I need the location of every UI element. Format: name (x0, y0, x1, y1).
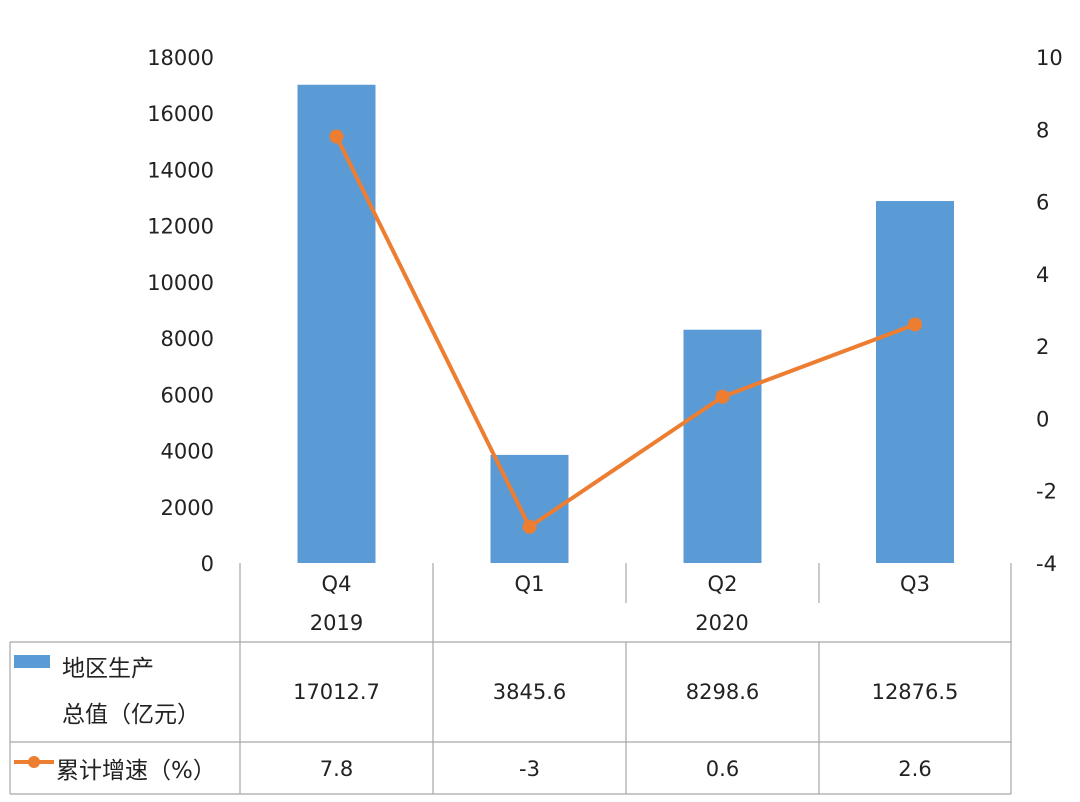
line-value-cell: 0.6 (706, 757, 739, 781)
right-axis-tick-label: 4 (1036, 263, 1049, 287)
left-axis-tick-label: 10000 (147, 271, 214, 295)
group-label: 2019 (310, 611, 363, 635)
left-axis-tick-label: 0 (201, 552, 214, 576)
right-axis-tick-label: 2 (1036, 335, 1049, 359)
left-axis-tick-label: 4000 (161, 440, 214, 464)
category-label: Q1 (515, 572, 545, 596)
line-point (522, 519, 537, 534)
line-series (329, 129, 922, 534)
right-axis-tick-label: 10 (1036, 46, 1063, 70)
category-label: Q3 (900, 572, 930, 596)
category-label: Q2 (708, 572, 738, 596)
right-axis-tick-label: 0 (1036, 407, 1049, 431)
left-axis-tick-label: 14000 (147, 158, 214, 182)
line-point (329, 129, 344, 144)
line-value-cell: -3 (519, 757, 540, 781)
line-point (715, 389, 730, 404)
line-legend-marker (28, 756, 40, 768)
left-axis-ticks: 0 2000 4000 6000 8000 10000 12000 14000 16000 180… (147, 46, 214, 576)
left-axis-tick-label: 8000 (161, 327, 214, 351)
right-axis-tick-label: -2 (1036, 480, 1057, 504)
line-legend-label: 累计增速（%） (56, 758, 216, 784)
bar-legend-swatch (14, 655, 50, 668)
bar-value-cell: 3845.6 (493, 680, 566, 704)
left-axis-tick-label: 6000 (161, 383, 214, 407)
bar-legend-label-line1: 地区生产 (62, 656, 154, 682)
category-label: Q4 (322, 572, 352, 596)
data-table: Q4 Q1 Q2 Q3 2019 2020 17012.7 3845.6 8298.6 12876… (9, 563, 1012, 795)
growth-line (334, 135, 916, 529)
bar (683, 329, 762, 563)
bar (297, 84, 376, 564)
left-axis-tick-label: 16000 (147, 102, 214, 126)
bar-legend-label-line2: 总值（亿元） (62, 702, 200, 728)
group-label: 2020 (695, 611, 748, 635)
line-value-cell: 7.8 (320, 757, 353, 781)
bar-value-cell: 17012.7 (293, 680, 380, 704)
bar (876, 201, 954, 563)
right-axis-tick-label: 6 (1036, 191, 1049, 215)
bar-value-cell: 12876.5 (872, 680, 959, 704)
bar-series (297, 84, 954, 564)
right-axis-tick-label: -4 (1036, 552, 1057, 576)
line-value-cell: 2.6 (898, 757, 931, 781)
left-axis-tick-label: 18000 (147, 46, 214, 70)
line-point (908, 317, 922, 332)
left-axis-tick-label: 12000 (147, 215, 214, 239)
bar-value-cell: 8298.6 (686, 680, 759, 704)
right-axis-ticks: -4 -2 0 2 4 6 8 10 (1036, 46, 1063, 576)
right-axis-tick-label: 8 (1036, 118, 1049, 142)
left-axis-tick-label: 2000 (161, 496, 214, 520)
